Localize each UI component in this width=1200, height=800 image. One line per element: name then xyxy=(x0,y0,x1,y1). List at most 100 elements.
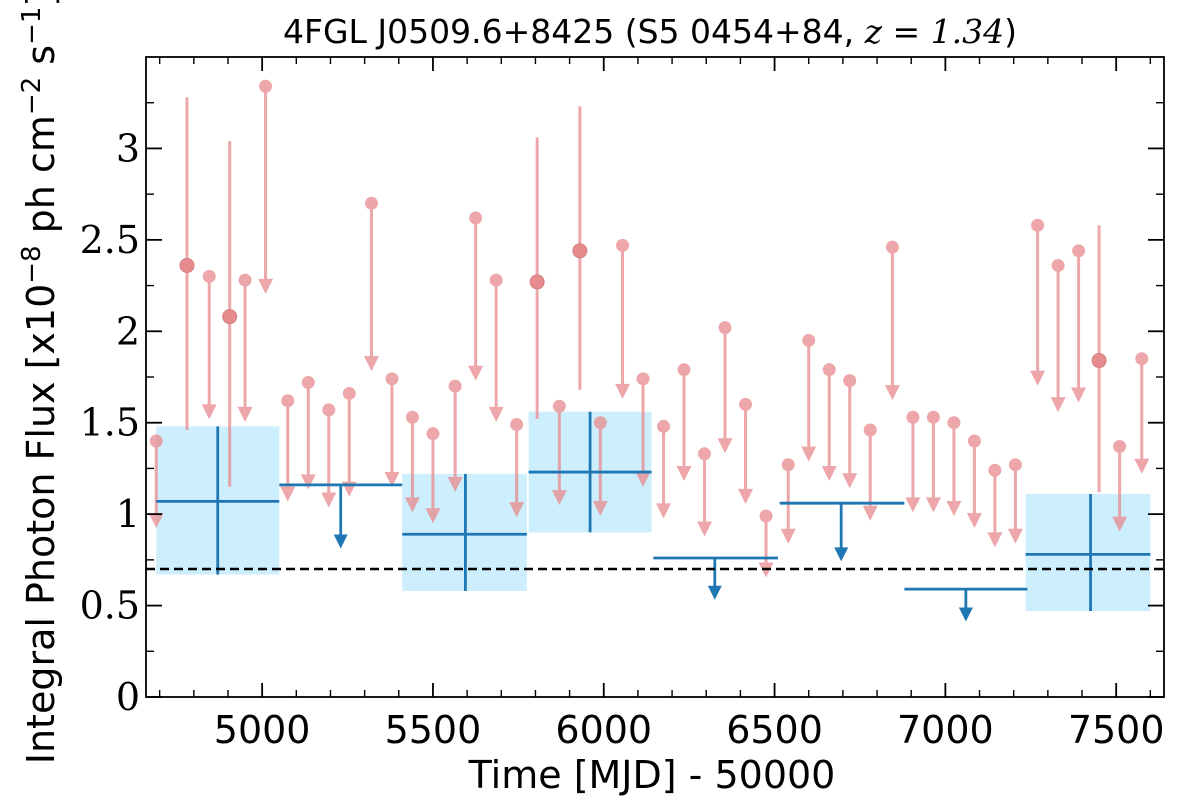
short-upper-limit-marker xyxy=(885,240,899,254)
short-upper-limit-marker xyxy=(781,458,795,472)
x-tick-label: 6500 xyxy=(726,708,823,752)
short-bin-upper-limit xyxy=(656,419,672,519)
short-upper-limit-arrow-head xyxy=(656,503,672,519)
short-bin-upper-limit xyxy=(1030,218,1046,386)
y-tick-label: 2 xyxy=(116,309,140,353)
x-tick-label: 5500 xyxy=(385,708,482,752)
short-upper-limit-marker xyxy=(863,423,877,437)
y-tick-label: 2.5 xyxy=(80,218,140,262)
short-bin-upper-limit xyxy=(363,196,379,372)
long-upper-limit-arrow-head xyxy=(333,534,348,549)
short-bin-upper-limit xyxy=(925,410,941,513)
short-bin-detection xyxy=(1091,225,1107,493)
short-upper-limit-arrow-head xyxy=(551,490,567,506)
y-tick-label: 1 xyxy=(116,492,140,536)
short-upper-limit-marker xyxy=(259,79,273,93)
short-upper-limit-arrow-head xyxy=(676,465,692,481)
short-bin-detection xyxy=(222,141,238,487)
short-upper-limit-arrow-head xyxy=(925,497,941,513)
short-upper-limit-arrow-head xyxy=(615,383,631,399)
long-upper-limit-arrow-head xyxy=(707,585,722,600)
short-upper-limit-arrow-head xyxy=(237,406,253,422)
y-tick-label: 3 xyxy=(116,126,140,170)
y-tick-label: 0.5 xyxy=(80,584,140,628)
axes: 5000 5500 6000 6500 7000 7500 0 0.5 1 1.5 2 2.5 3 xyxy=(80,56,1165,752)
short-upper-limit-arrow-head xyxy=(987,532,1003,548)
short-detection-marker xyxy=(572,243,588,259)
short-bin-upper-limit xyxy=(201,269,217,420)
short-upper-limit-marker xyxy=(385,372,399,386)
short-upper-limit-marker xyxy=(489,273,503,287)
short-bin-upper-limit xyxy=(987,463,1003,548)
short-upper-limit-marker xyxy=(698,447,712,461)
short-bin-upper-limit xyxy=(237,273,253,422)
x-tick-label: 7000 xyxy=(897,708,994,752)
short-upper-limit-arrow-head xyxy=(738,488,754,504)
short-upper-limit-arrow-head xyxy=(201,404,217,420)
short-upper-limit-arrow-head xyxy=(780,528,796,544)
short-upper-limit-marker xyxy=(281,394,295,408)
short-upper-limit-marker xyxy=(342,386,356,400)
short-upper-limit-arrow-head xyxy=(488,406,504,422)
short-upper-limit-marker xyxy=(843,374,857,388)
short-upper-limit-arrow-head xyxy=(1050,397,1066,413)
short-bin-upper-limit xyxy=(488,273,504,422)
short-bin-upper-limit xyxy=(1071,244,1087,403)
short-upper-limit-arrow-head xyxy=(966,513,982,529)
short-upper-limit-marker xyxy=(759,509,773,523)
short-upper-limit-arrow-head xyxy=(635,472,651,488)
short-bin-upper-limit xyxy=(551,399,567,506)
short-upper-limit-arrow-head xyxy=(946,500,962,516)
short-upper-limit-marker xyxy=(364,196,378,210)
short-upper-limit-arrow-head xyxy=(468,365,484,381)
short-bin-detection xyxy=(529,137,545,420)
short-bin-upper-limit xyxy=(425,427,441,524)
short-upper-limit-marker xyxy=(967,434,981,448)
short-detection-marker xyxy=(1091,353,1107,369)
short-upper-limit-arrow-head xyxy=(1007,528,1023,544)
long-upper-limit-arrow-head xyxy=(834,547,849,562)
short-upper-limit-arrow-head xyxy=(425,508,441,524)
short-upper-limit-arrow-head xyxy=(280,486,296,502)
x-tick-label: 6000 xyxy=(555,708,652,752)
short-bin-upper-limit xyxy=(280,394,296,502)
short-upper-limit-arrow-head xyxy=(258,278,274,294)
short-detection-marker xyxy=(529,274,545,290)
short-upper-limit-arrow-head xyxy=(717,438,733,454)
short-bin-upper-limit xyxy=(258,79,274,294)
short-upper-limit-arrow-head xyxy=(697,521,713,537)
short-bin-upper-limit xyxy=(801,333,817,462)
short-detection-marker xyxy=(222,309,238,325)
y-axis-label: Integral Photon Flux [x10−8 ph cm−2 s−1] xyxy=(17,0,63,764)
short-bin-upper-limit xyxy=(905,410,921,513)
short-upper-limit-marker xyxy=(947,416,961,430)
short-upper-limit-marker xyxy=(1113,439,1127,453)
short-bin-upper-limit xyxy=(946,416,962,516)
short-upper-limit-marker xyxy=(988,463,1002,477)
short-bin-upper-limit xyxy=(447,379,463,492)
short-upper-limit-arrow-head xyxy=(148,513,164,529)
short-upper-limit-marker xyxy=(906,410,920,424)
short-bin-upper-limit xyxy=(821,363,837,481)
short-upper-limit-arrow-head xyxy=(905,497,921,513)
short-bin-upper-limit xyxy=(404,410,420,513)
short-upper-limit-marker xyxy=(469,211,483,225)
short-bin-upper-limit xyxy=(592,416,608,516)
short-upper-limit-marker xyxy=(822,363,836,377)
short-upper-limit-arrow-head xyxy=(404,497,420,513)
short-bin-upper-limit xyxy=(635,372,651,488)
short-upper-limit-marker xyxy=(1051,258,1065,272)
short-upper-limit-arrow-head xyxy=(1112,516,1128,532)
plot-area xyxy=(146,79,1164,622)
short-bin-upper-limit xyxy=(384,372,400,488)
short-bin-upper-limit xyxy=(615,238,631,399)
short-detection-marker xyxy=(179,257,195,273)
short-upper-limit-marker xyxy=(405,410,419,424)
short-bin-upper-limit xyxy=(780,458,796,544)
short-upper-limit-marker xyxy=(149,434,163,448)
x-tick-label: 5000 xyxy=(214,708,311,752)
short-upper-limit-arrow-head xyxy=(363,356,379,372)
short-bin-upper-limit xyxy=(1134,352,1150,474)
short-bin-upper-limit xyxy=(758,509,774,578)
